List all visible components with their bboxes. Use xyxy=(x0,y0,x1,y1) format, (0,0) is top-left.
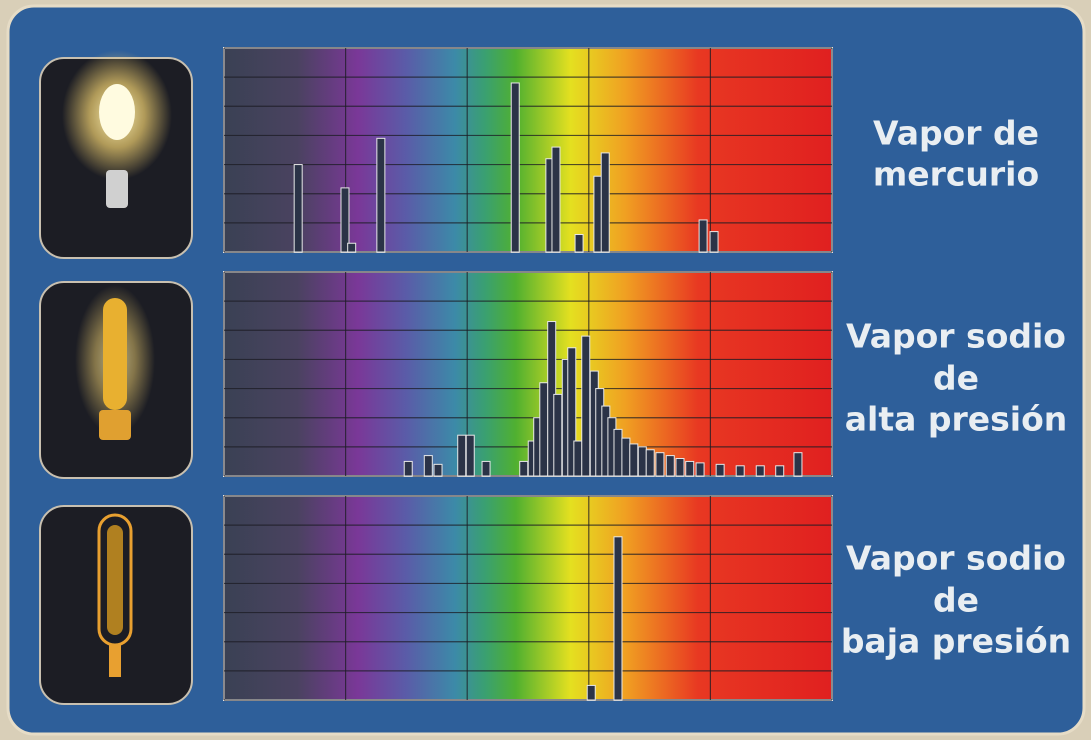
spectrum-bar xyxy=(481,460,491,477)
spectrum-bar xyxy=(698,219,708,253)
spectrum-bar xyxy=(655,452,665,477)
spectrum-bar xyxy=(519,460,529,477)
spectrum-bar xyxy=(340,187,350,253)
spectrum-bar xyxy=(510,82,520,253)
spectrum-bar xyxy=(573,440,583,477)
spectrum-bar xyxy=(457,434,467,477)
spectrum-bar xyxy=(675,458,685,477)
spectrum-bar xyxy=(293,164,303,253)
lamp-label: de xyxy=(933,359,979,398)
spectrum-bar xyxy=(645,449,655,477)
spectrum-bar xyxy=(465,434,475,477)
lamp-label: Vapor de xyxy=(873,114,1039,153)
spectrum-bar xyxy=(735,465,745,477)
spectrum-background xyxy=(223,47,833,253)
spectrum-bar xyxy=(793,452,803,477)
spectrum-chart xyxy=(223,495,833,701)
lamp-icons xyxy=(39,50,193,705)
spectrum-bar xyxy=(685,460,695,477)
spectrum-bar xyxy=(695,462,705,477)
lamp-label: Vapor sodio xyxy=(846,539,1066,578)
spectrum-bar xyxy=(574,234,584,253)
lamp-label: Vapor sodio xyxy=(846,317,1066,356)
spectrum-bar xyxy=(755,465,765,477)
lamp-label: mercurio xyxy=(873,155,1039,194)
spectrum-bar xyxy=(629,443,639,477)
spectrum-bar xyxy=(403,460,413,477)
spectrum-bar xyxy=(709,231,719,253)
spectrum-bar xyxy=(581,335,591,477)
spectrum-bar xyxy=(613,428,623,477)
spectrum-bar xyxy=(586,684,596,701)
spectrum-bar xyxy=(637,446,647,477)
spectrum-bar xyxy=(600,152,610,253)
lamp-label: baja presión xyxy=(841,622,1071,661)
spectrum-bar xyxy=(621,437,631,477)
spectrum-bar xyxy=(613,536,623,701)
spectrum-bar xyxy=(665,455,675,477)
spectrum-background xyxy=(223,495,833,701)
spectrum-bar xyxy=(551,146,561,253)
spectrum-bar xyxy=(567,347,577,477)
spectrum-chart xyxy=(223,271,833,477)
spectrum-bar xyxy=(376,137,386,253)
spectrum-bar xyxy=(539,382,549,477)
spectrum-bar xyxy=(347,242,357,253)
spectrum-bar xyxy=(775,465,785,477)
spectrum-chart xyxy=(223,47,833,253)
spectrum-bar xyxy=(423,455,433,477)
lamp-label: de xyxy=(933,581,979,620)
lamp-label: alta presión xyxy=(845,400,1068,439)
spectrum-bar xyxy=(715,463,725,477)
spectrum-bar xyxy=(433,463,443,477)
spectrum-bar xyxy=(553,393,563,477)
